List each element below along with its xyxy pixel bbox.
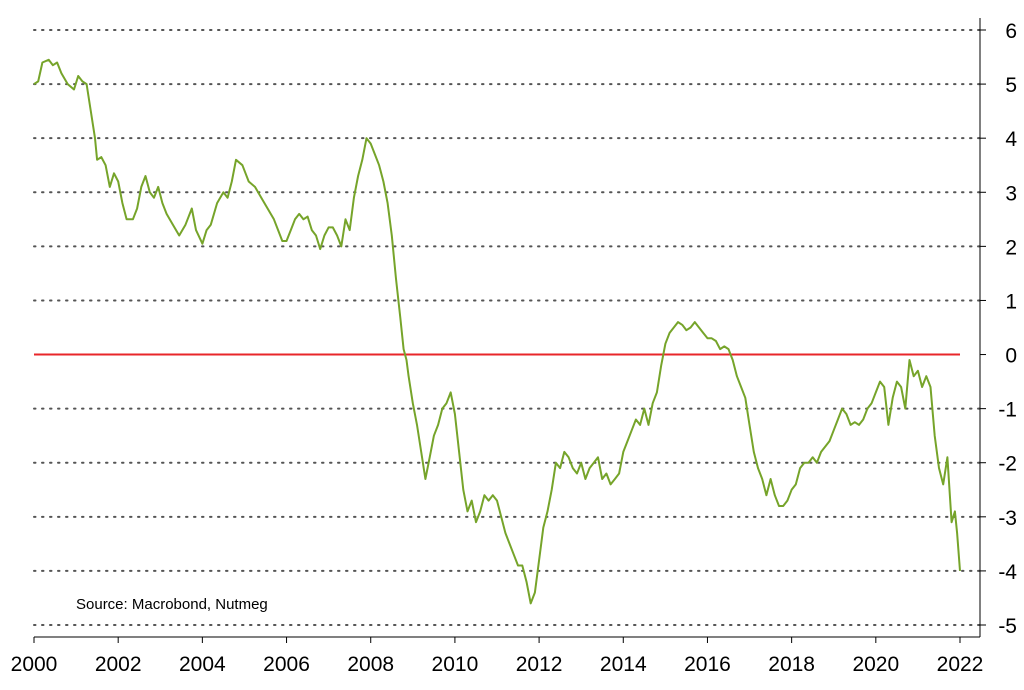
y-tick-label: -2 [998,453,1017,476]
y-tick-label: 4 [1005,128,1017,151]
x-tick-label: 2008 [347,653,394,676]
y-tick-label: 5 [1005,74,1017,97]
x-tick-label: 2020 [852,653,899,676]
y-tick-label: -1 [998,399,1017,422]
x-tick-label: 2010 [432,653,479,676]
x-tick-label: 2018 [768,653,815,676]
axes [33,18,986,643]
y-tick-label: 1 [1005,290,1017,313]
tick-labels: 6 5 4 3 2 1 0 -1 -2 -3 -4 -5 2000 2002 2004 2006 2008 201… [11,20,1018,676]
x-tick-label: 2014 [600,653,647,676]
x-tick-label: 2000 [11,653,58,676]
series-line [33,58,961,605]
x-tick-label: 2012 [516,653,563,676]
x-tick-label: 2022 [937,653,984,676]
y-tick-label: 3 [1005,182,1017,205]
y-tick-label: -4 [998,561,1017,584]
x-tick-label: 2004 [179,653,226,676]
x-tick-label: 2002 [95,653,142,676]
y-tick-label: 0 [1005,345,1017,368]
series-group [33,58,961,605]
y-tick-label: -5 [998,615,1017,638]
y-tick-label: 2 [1005,236,1017,259]
gridlines [33,29,981,626]
y-tick-label: 6 [1005,20,1017,43]
y-tick-label: -3 [998,507,1017,530]
x-tick-label: 2016 [684,653,731,676]
x-tick-label: 2006 [263,653,310,676]
source-note: Source: Macrobond, Nutmeg [76,596,268,613]
